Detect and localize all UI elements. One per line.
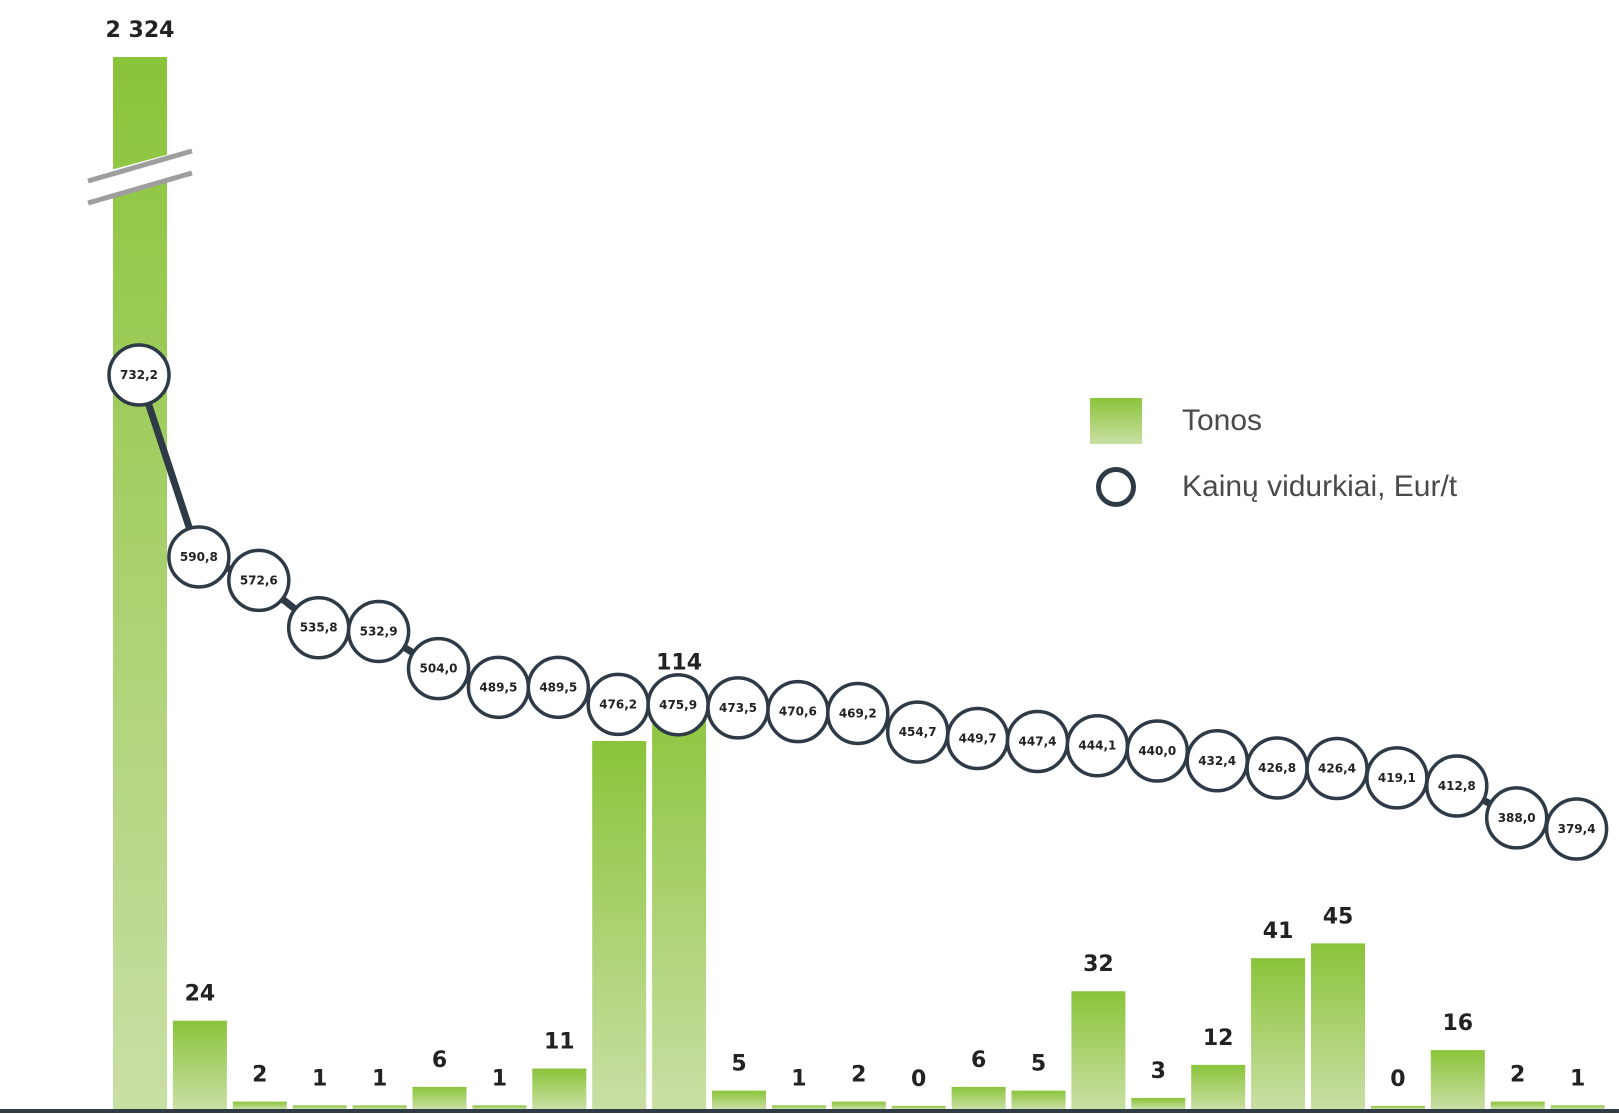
price-label-4: 532,9: [360, 624, 398, 638]
bar-6: [472, 1105, 527, 1109]
bar-20: [1311, 943, 1365, 1109]
price-label-0: 732,2: [120, 368, 158, 382]
bar-19: [1251, 958, 1306, 1109]
bar-23: [1490, 1101, 1545, 1109]
bar-1: [172, 1020, 227, 1109]
legend-swatch-tonos: [1090, 398, 1142, 444]
bar-label-4: 1: [372, 1066, 387, 1091]
bar-21: [1370, 1106, 1425, 1109]
bar-4: [352, 1105, 407, 1109]
price-label-5: 504,0: [420, 662, 458, 676]
bar-label-18: 12: [1203, 1026, 1234, 1051]
axis-break-gap: [78, 145, 202, 205]
bar-11: [771, 1105, 826, 1109]
legend-label-prices: Kainų vidurkiai, Eur/t: [1182, 470, 1458, 503]
bar-0: [113, 57, 167, 1109]
price-label-21: 419,1: [1378, 771, 1416, 785]
price-label-15: 447,4: [1019, 734, 1057, 748]
bar-label-0: 2 324: [106, 18, 175, 43]
price-label-24: 379,4: [1558, 822, 1596, 836]
bar-12: [831, 1101, 886, 1109]
price-marker-24: [1544, 797, 1609, 861]
bar-10: [712, 1090, 766, 1109]
bar-14: [951, 1086, 1006, 1109]
bar-18: [1191, 1064, 1246, 1109]
bar-label-24: 1: [1570, 1066, 1585, 1091]
price-marker-7: [526, 655, 591, 720]
price-label-17: 440,0: [1138, 744, 1176, 758]
bar-7: [532, 1068, 587, 1109]
bar-label-9: 114: [656, 650, 702, 675]
bar-9: [652, 689, 707, 1109]
axis-break-marks: [78, 145, 202, 206]
bar-24: [1550, 1105, 1605, 1109]
bar-label-5: 6: [432, 1048, 447, 1073]
price-label-12: 469,2: [839, 706, 877, 720]
price-label-2: 572,6: [240, 573, 278, 587]
bar-17: [1131, 1097, 1186, 1109]
bar-label-17: 3: [1151, 1059, 1166, 1084]
price-label-23: 388,0: [1498, 811, 1536, 825]
bar-label-12: 2: [851, 1063, 866, 1088]
legend-item-tonos: Tonos: [1090, 398, 1610, 444]
bar-label-2: 2: [252, 1063, 267, 1088]
legend-circle-icon: [1096, 467, 1136, 507]
price-label-7: 489,5: [539, 680, 577, 694]
bar-5: [412, 1086, 467, 1109]
price-label-19: 426,8: [1258, 761, 1296, 775]
price-marker-1: [167, 525, 231, 589]
bar-label-22: 16: [1442, 1011, 1473, 1036]
bar-8: [592, 741, 647, 1109]
legend-item-prices: Kainų vidurkiai, Eur/t: [1090, 464, 1610, 510]
bar-label-20: 45: [1323, 904, 1354, 929]
bar-15: [1011, 1090, 1066, 1109]
bar-label-13: 0: [911, 1067, 926, 1092]
bar-label-6: 1: [492, 1066, 507, 1091]
axis-break-line-lower: [87, 170, 193, 206]
bar-label-23: 2: [1510, 1063, 1525, 1088]
bar-label-15: 5: [1031, 1052, 1046, 1077]
price-label-13: 454,7: [899, 725, 937, 739]
bars-group: [113, 57, 1605, 1109]
price-marker-22: [1425, 754, 1489, 818]
price-marker-12: [826, 681, 890, 746]
legend-label-tonos: Tonos: [1182, 404, 1263, 437]
bar-label-1: 24: [185, 982, 216, 1007]
price-marker-5: [406, 636, 471, 701]
bar-label-10: 5: [731, 1052, 746, 1077]
price-label-20: 426,4: [1318, 762, 1356, 776]
price-label-6: 489,5: [479, 680, 517, 694]
price-label-3: 535,8: [300, 621, 338, 635]
bar-16: [1071, 991, 1126, 1109]
axis-break-line-upper: [87, 148, 193, 184]
price-marker-2: [227, 548, 291, 613]
price-markers-group: 732,2 590,8 572,6 535,8 532,9 504,0 489,5 489,5…: [107, 343, 1609, 861]
bar-label-14: 6: [971, 1048, 986, 1073]
bar-label-11: 1: [791, 1066, 806, 1091]
price-label-11: 470,6: [779, 705, 817, 719]
bar-labels-group: 2 32424211611110011451206532312414501621: [106, 18, 1586, 1092]
bar-label-16: 32: [1083, 952, 1114, 977]
bar-label-19: 41: [1263, 919, 1294, 944]
price-label-22: 412,8: [1438, 779, 1476, 793]
bar-label-3: 1: [312, 1066, 327, 1091]
bar-label-7: 11: [544, 1030, 575, 1055]
bar-3: [292, 1105, 347, 1109]
price-label-16: 444,1: [1078, 739, 1116, 753]
legend: Tonos Kainų vidurkiai, Eur/t: [1090, 398, 1610, 530]
price-label-8: 476,2: [599, 697, 637, 711]
price-label-9: 475,9: [659, 698, 697, 712]
bar-label-21: 0: [1390, 1067, 1405, 1092]
price-label-18: 432,4: [1198, 754, 1236, 768]
price-marker-0: [107, 343, 171, 407]
bar-22: [1430, 1050, 1485, 1109]
price-label-1: 590,8: [180, 550, 218, 564]
price-label-10: 473,5: [719, 701, 757, 715]
bar-13: [891, 1106, 946, 1109]
price-label-14: 449,7: [959, 732, 997, 746]
price-marker-23: [1484, 786, 1549, 850]
price-marker-4: [346, 599, 411, 664]
bar-2: [232, 1101, 287, 1109]
